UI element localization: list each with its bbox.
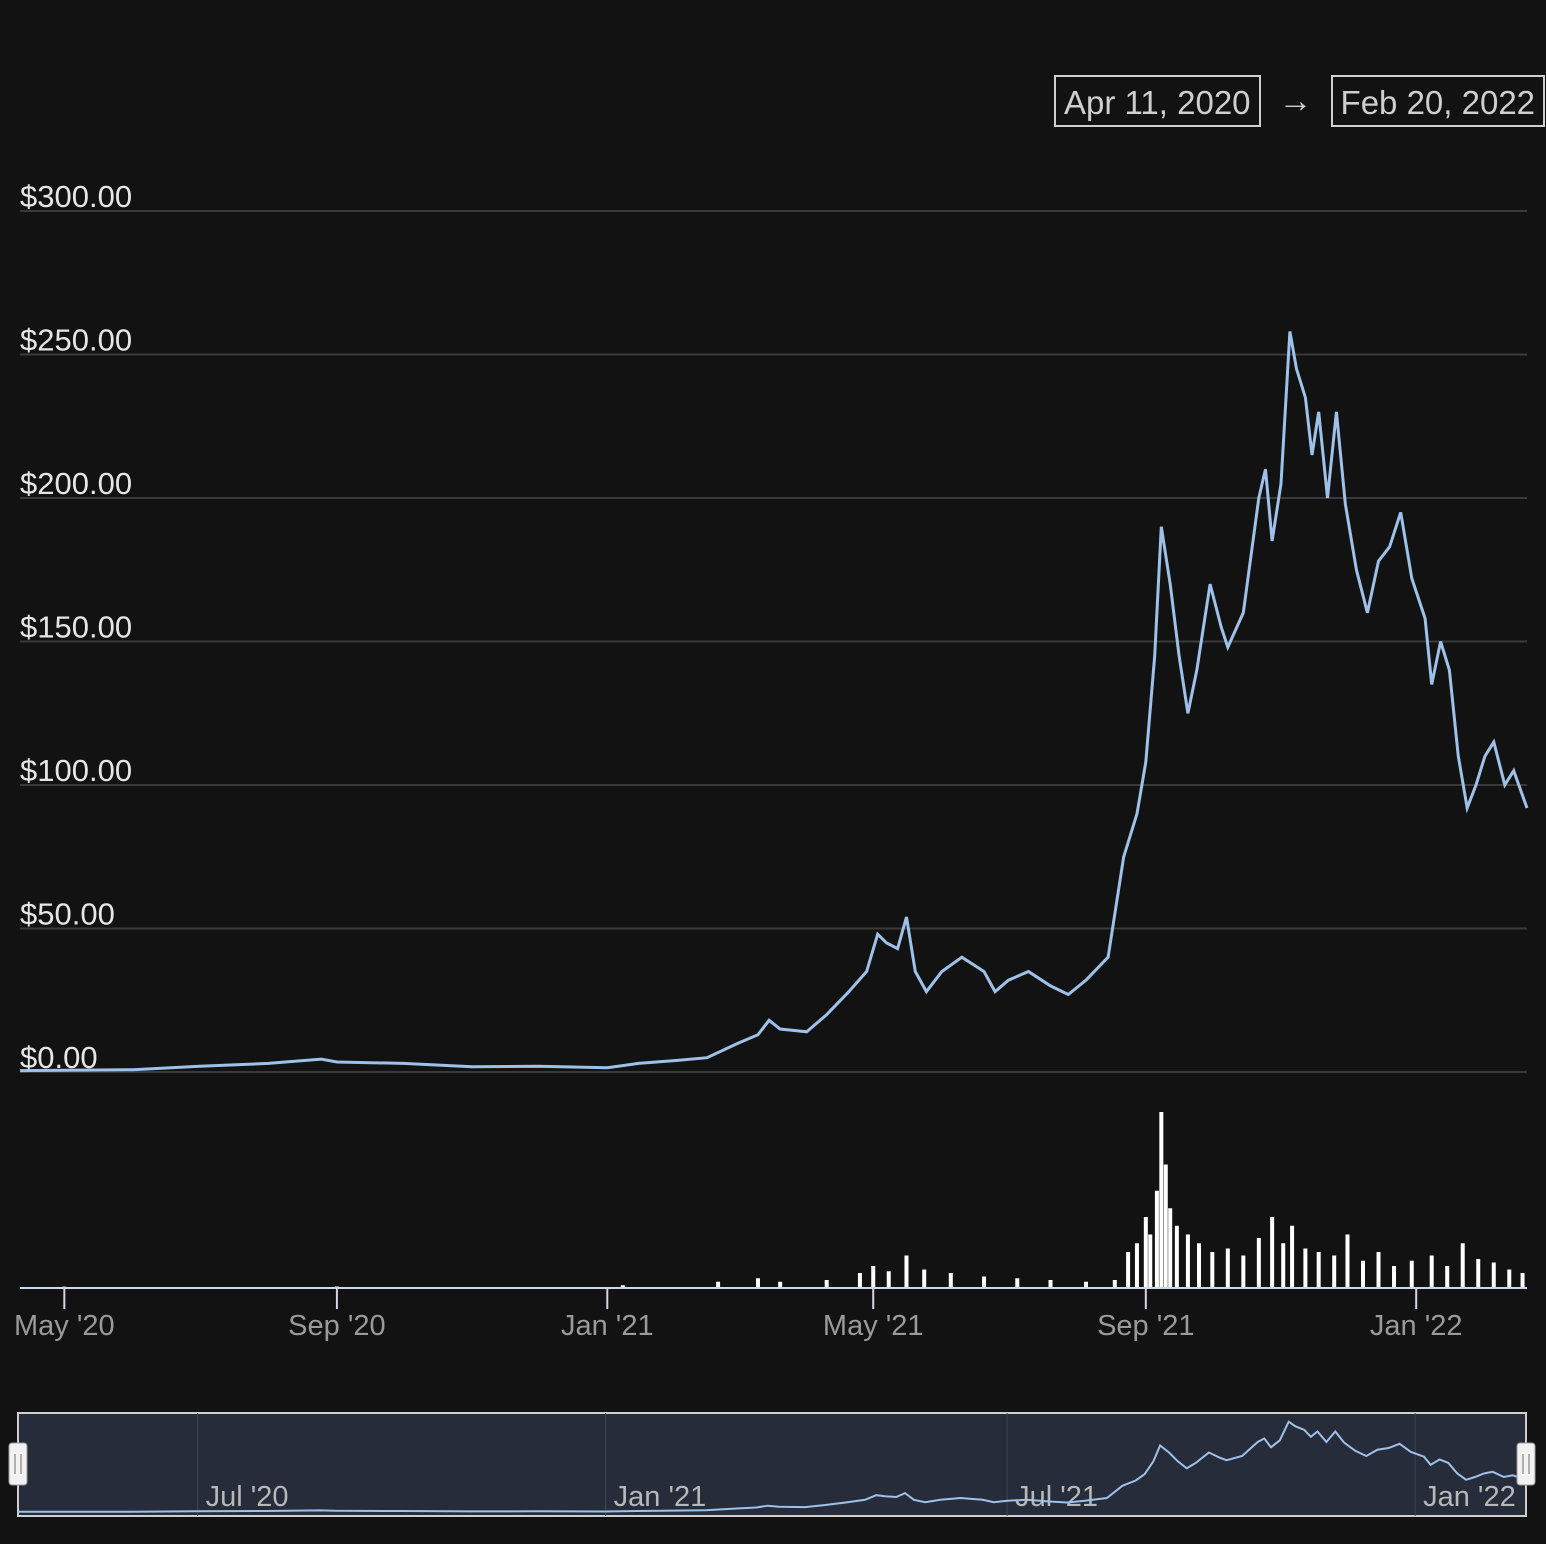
volume-bar bbox=[778, 1281, 783, 1287]
volume-bar bbox=[716, 1281, 721, 1287]
volume-bar bbox=[1210, 1252, 1215, 1287]
volume-bar bbox=[1520, 1273, 1525, 1287]
x-tick-label: Sep '20 bbox=[288, 1310, 385, 1342]
volume-bar bbox=[1256, 1238, 1261, 1287]
volume-bar bbox=[620, 1285, 625, 1287]
price-line bbox=[19, 331, 1529, 1073]
y-tick-label: $100.00 bbox=[20, 753, 132, 788]
y-tick-label: $50.00 bbox=[20, 897, 115, 932]
volume-bar bbox=[871, 1266, 876, 1287]
volume-bar bbox=[1241, 1255, 1246, 1287]
volume-bar bbox=[1159, 1112, 1164, 1287]
navigator-tick-label: Jan '22 bbox=[1423, 1481, 1516, 1513]
y-axis-labels: $300.00 $250.00 $200.00 $150.00 $100.00 $50.0… bbox=[20, 179, 132, 1075]
volume-bar bbox=[1083, 1281, 1088, 1287]
x-tick-label: Jan '21 bbox=[561, 1310, 654, 1342]
volume-bar bbox=[1225, 1248, 1230, 1287]
volume-bar bbox=[1316, 1252, 1321, 1287]
navigator[interactable]: Jul '20 Jan '21 Jul '21 Jan '22 bbox=[8, 1412, 1536, 1517]
volume-bar bbox=[1332, 1255, 1337, 1287]
x-tick-label: May '21 bbox=[823, 1310, 924, 1342]
volume-bar bbox=[1185, 1234, 1190, 1287]
range-end-date[interactable]: Feb 20, 2022 bbox=[1330, 75, 1546, 127]
volume-bar bbox=[948, 1273, 953, 1287]
y-tick-label: $150.00 bbox=[20, 610, 132, 645]
volume-bar bbox=[824, 1280, 829, 1287]
navigator-tick-label: Jul '20 bbox=[206, 1481, 289, 1513]
volume-bar bbox=[1174, 1225, 1179, 1287]
volume-bar bbox=[1376, 1252, 1381, 1287]
volume-bar bbox=[1345, 1234, 1350, 1287]
volume-bar bbox=[1168, 1208, 1173, 1287]
date-range-selector: Apr 11, 2020 → Feb 20, 2022 bbox=[1054, 73, 1546, 129]
volume-bar bbox=[886, 1271, 891, 1287]
volume-bar bbox=[1303, 1248, 1308, 1287]
range-arrow: → bbox=[1278, 81, 1313, 120]
volume-bar bbox=[1112, 1280, 1117, 1287]
volume-bar bbox=[1015, 1278, 1020, 1287]
volume-bar bbox=[922, 1269, 927, 1287]
y-tick-label: $200.00 bbox=[20, 466, 132, 501]
y-tick-label: $250.00 bbox=[20, 323, 132, 358]
volume-bar bbox=[1361, 1260, 1366, 1287]
navigator-series-line bbox=[17, 1420, 1527, 1513]
volume-bar bbox=[1290, 1225, 1295, 1287]
navigator-left-handle[interactable] bbox=[8, 1442, 28, 1486]
volume-bar bbox=[1476, 1259, 1481, 1287]
volume-bars bbox=[62, 1112, 1525, 1287]
volume-bar bbox=[904, 1255, 909, 1287]
volume-bar bbox=[1445, 1266, 1450, 1287]
volume-bar bbox=[1048, 1280, 1053, 1287]
x-tick-label: Sep '21 bbox=[1097, 1310, 1194, 1342]
range-start-date[interactable]: Apr 11, 2020 bbox=[1054, 75, 1261, 127]
volume-bar bbox=[1126, 1252, 1131, 1287]
volume-bar bbox=[1392, 1266, 1397, 1287]
navigator-right-handle[interactable] bbox=[1516, 1442, 1536, 1486]
volume-bar bbox=[1197, 1243, 1202, 1287]
y-tick-label: $300.00 bbox=[20, 179, 132, 214]
volume-bar bbox=[1281, 1243, 1286, 1287]
volume-bar bbox=[1460, 1243, 1465, 1287]
navigator-tick-label: Jan '21 bbox=[614, 1481, 707, 1513]
x-tick-label: May '20 bbox=[14, 1310, 115, 1342]
volume-bar bbox=[1270, 1217, 1275, 1287]
volume-bar bbox=[982, 1276, 987, 1287]
volume-bar bbox=[334, 1286, 339, 1287]
volume-bar bbox=[1143, 1217, 1148, 1287]
volume-bar bbox=[1148, 1234, 1153, 1287]
volume-bar bbox=[857, 1273, 862, 1287]
volume-bar bbox=[1163, 1164, 1168, 1287]
x-axis: May '20 Sep '20 Jan '21 May '21 Sep '21 Jan '… bbox=[14, 1287, 1527, 1342]
volume-bar bbox=[755, 1278, 760, 1287]
volume-bar bbox=[1134, 1243, 1139, 1287]
volume-bar bbox=[1429, 1255, 1434, 1287]
gridlines bbox=[20, 210, 1527, 1073]
x-tick-label: Jan '22 bbox=[1370, 1310, 1463, 1342]
navigator-window bbox=[17, 1412, 1527, 1517]
volume-bar bbox=[1491, 1262, 1496, 1287]
volume-bar bbox=[1507, 1269, 1512, 1287]
volume-bar bbox=[1154, 1190, 1159, 1287]
volume-bar bbox=[1409, 1260, 1414, 1287]
navigator-tick-label: Jul '21 bbox=[1015, 1481, 1098, 1513]
